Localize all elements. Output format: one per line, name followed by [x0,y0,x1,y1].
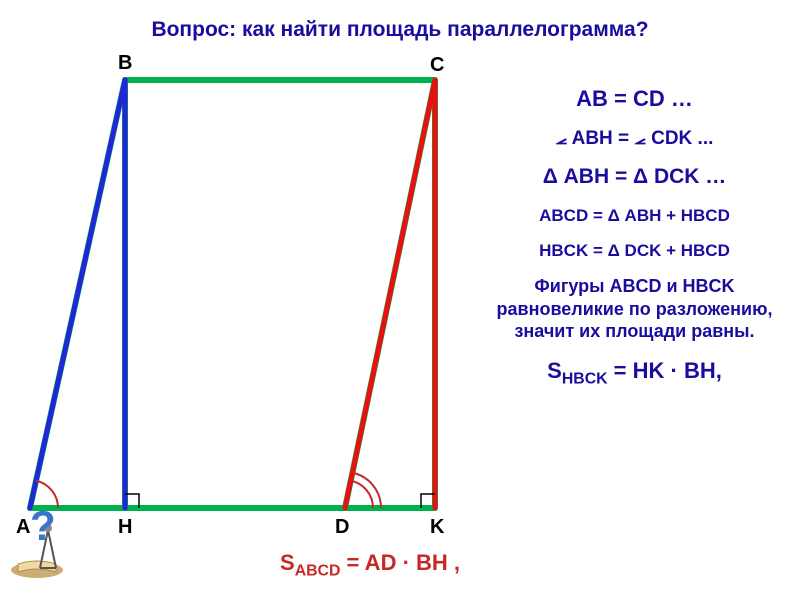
formula-abcd: SABCD = AD · BH , [280,550,460,580]
equations-column: AB = CD … ⦟ ABH = ⦟ CDK ... Δ ABH = Δ DCK … [487,85,782,403]
decor-icon: ? [10,500,70,570]
equation-4: HBCK = Δ DCK + HBCD [487,240,782,261]
vertex-label-K: K [430,516,444,539]
equation-0: AB = CD … [487,85,782,113]
geometry-diagram: ABCDHK [10,50,490,530]
equation-2: Δ ABH = Δ DCK … [487,164,782,190]
vertex-label-C: C [430,54,444,77]
title: Вопрос: как найти площадь параллелограмм… [0,18,800,42]
formula-hbck: SHBCK = HK · BH, [487,357,782,389]
vertex-label-H: H [118,516,132,539]
diagram-svg [10,50,490,540]
equation-5: Фигуры ABCD и HBCK равновеликие по разло… [487,275,782,343]
equation-3: ABCD = Δ ABH + HBCD [487,205,782,226]
svg-text:?: ? [30,502,56,549]
vertex-label-D: D [335,516,349,539]
vertex-label-B: B [118,52,132,75]
equation-1: ⦟ ABH = ⦟ CDK ... [487,127,782,151]
